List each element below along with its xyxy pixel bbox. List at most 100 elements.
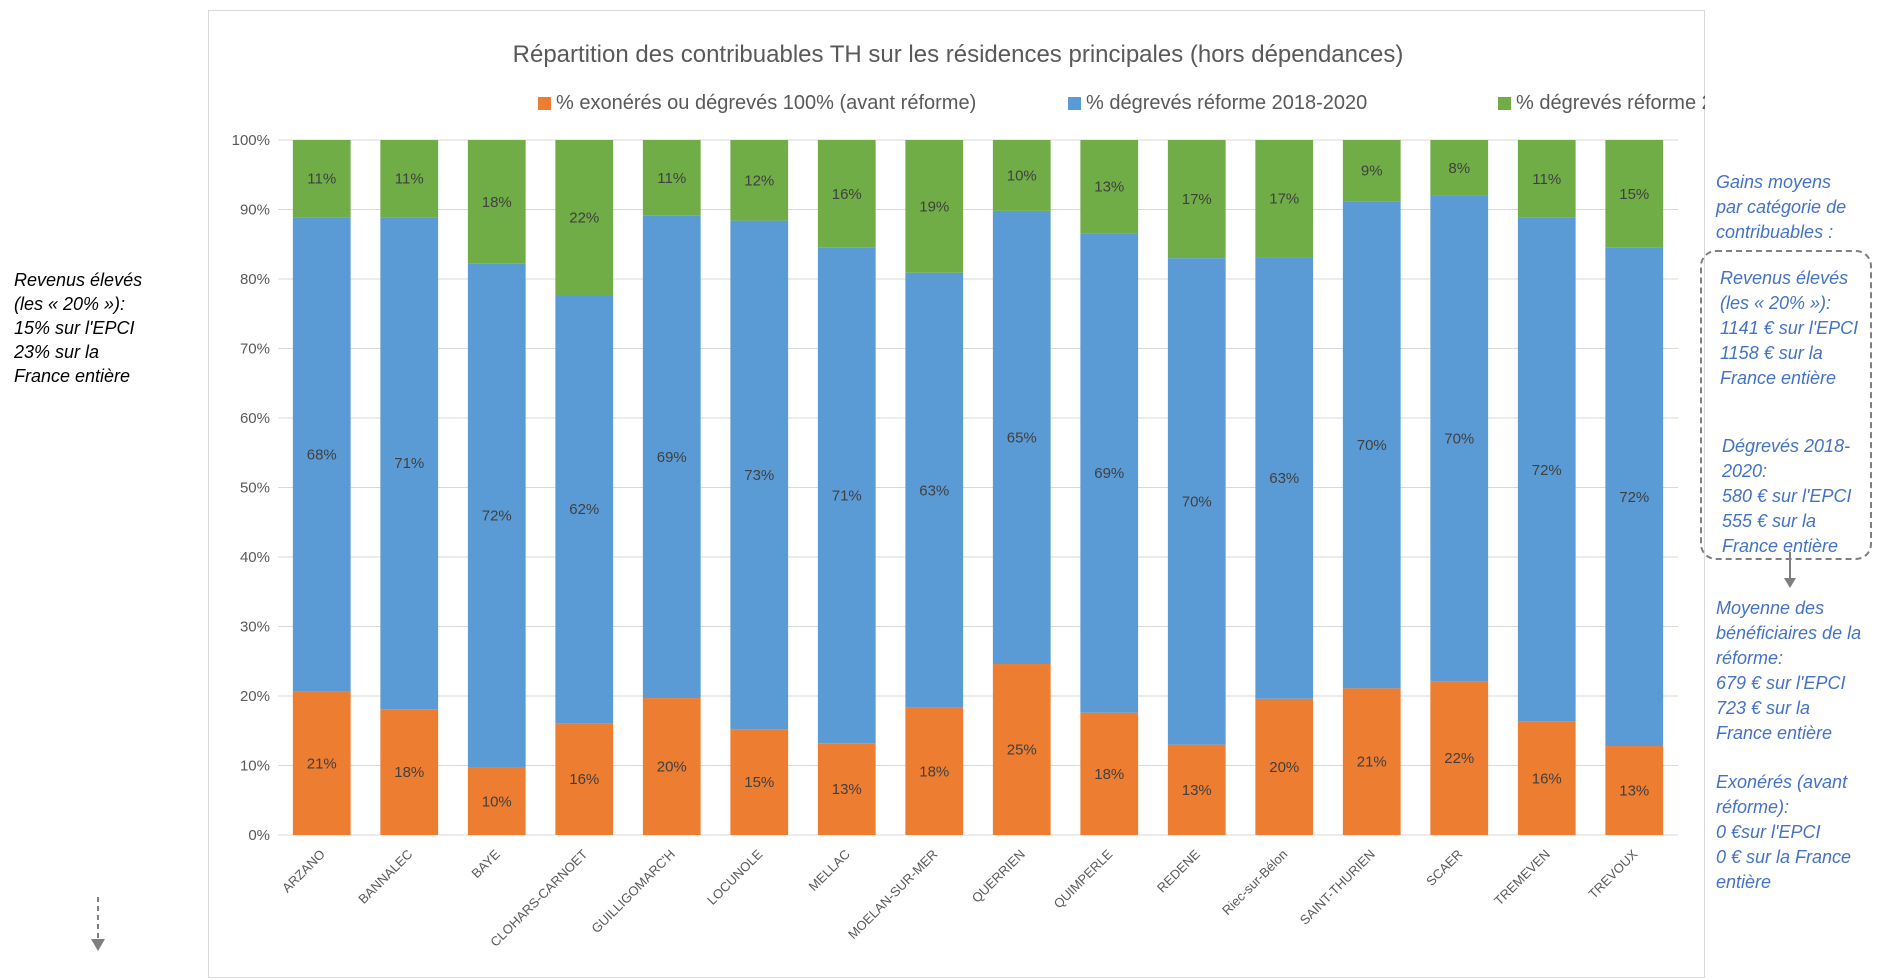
data-label: 13% — [832, 781, 862, 798]
x-tick-label: SCAER — [1423, 847, 1465, 889]
data-label: 18% — [394, 764, 424, 781]
bar-segment — [905, 707, 964, 835]
data-label: 12% — [744, 172, 774, 189]
bar-segment — [1430, 195, 1489, 682]
legend-label: % dégrevés réforme 2021-2023 — [1516, 92, 1705, 114]
y-tick-label: 20% — [240, 688, 270, 705]
data-label: 11% — [307, 171, 336, 188]
y-axis: 0% 10% 20% 30% 40% 50% 60% 70% 80% 90% 100% — [232, 132, 270, 844]
data-label: 68% — [307, 446, 337, 463]
data-label: 72% — [482, 508, 512, 525]
bar-segment — [730, 140, 789, 221]
chart-legend: % exonérés ou dégrevés 100% (avant réfor… — [538, 92, 1705, 114]
bar-segment — [730, 729, 789, 835]
data-label: 13% — [1619, 783, 1649, 800]
bar-segment — [1605, 247, 1664, 747]
x-tick-label: TREMEVEN — [1491, 847, 1553, 909]
data-label: 71% — [832, 487, 862, 504]
bar-segment — [1430, 681, 1489, 835]
bar-segment — [380, 217, 439, 710]
legend-label: % exonérés ou dégrevés 100% (avant réfor… — [556, 92, 976, 114]
x-axis: ARZANO BANNALEC BAYECLOHARS-CARNOETGUILLIG… — [279, 846, 1641, 949]
x-tick-label: CLOHARS-CARNOET — [487, 846, 590, 949]
data-label: 70% — [1444, 431, 1474, 448]
data-label: 18% — [919, 763, 949, 780]
bar-segment — [1430, 140, 1489, 196]
bar-segment — [1080, 140, 1139, 234]
bar-segment — [642, 698, 701, 835]
bar-segment — [1605, 746, 1664, 835]
bar-segment — [992, 140, 1051, 211]
bar-segment — [555, 140, 614, 295]
bar-segment — [992, 664, 1051, 835]
data-label: 16% — [832, 186, 862, 203]
data-label: 65% — [1007, 429, 1037, 446]
bar-segment — [1255, 257, 1314, 699]
x-tick-label: GUILLIGOMARC'H — [588, 847, 677, 936]
x-tick-label: ARZANO — [279, 847, 328, 896]
data-label: 72% — [1532, 462, 1562, 479]
data-label: 18% — [1094, 766, 1124, 783]
x-tick-label: BAYE — [468, 846, 503, 881]
bar-segment — [467, 140, 526, 264]
note-exoneres: Exonérés (avant réforme): 0 €sur l'EPCI … — [1716, 772, 1852, 892]
y-tick-label: 0% — [248, 827, 270, 844]
y-tick-label: 40% — [240, 549, 270, 566]
data-label: 10% — [482, 793, 512, 810]
data-label: 11% — [395, 171, 424, 188]
bar-segment — [905, 272, 964, 708]
bar-segment — [292, 217, 351, 692]
bar-segment — [1167, 140, 1226, 259]
x-tick-label: TREVOUX — [1585, 846, 1640, 901]
y-tick-label: 100% — [232, 132, 270, 149]
y-tick-label: 30% — [240, 619, 270, 636]
bar-segment — [1167, 744, 1226, 835]
y-tick-label: 10% — [240, 758, 270, 775]
bar-segment — [817, 247, 876, 744]
bar-segment — [1342, 688, 1401, 835]
bar-segment — [992, 210, 1051, 665]
data-label: 17% — [1182, 191, 1212, 208]
data-label: 63% — [919, 482, 949, 499]
data-label: 19% — [919, 198, 949, 215]
x-tick-label: Riec-sur-Bélon — [1219, 847, 1290, 918]
data-label: 13% — [1182, 782, 1212, 799]
data-label: 9% — [1361, 163, 1383, 180]
x-tick-label: REDENE — [1154, 846, 1203, 895]
dashed-callout-box — [1700, 250, 1872, 560]
data-label: 25% — [1007, 742, 1037, 759]
data-label: 70% — [1182, 493, 1212, 510]
data-label: 16% — [569, 771, 599, 788]
bar-segment — [1080, 712, 1139, 835]
note-moyenne-beneficiaires: Moyenne des bénéficiaires de la réforme:… — [1716, 598, 1862, 743]
bar-segment — [642, 140, 701, 216]
note-gains-heading: Gains moyens par catégorie de contribuab… — [1716, 172, 1847, 242]
data-label: 20% — [657, 759, 687, 776]
bar-segment — [292, 691, 351, 835]
bar-segment — [730, 220, 789, 730]
data-label: 13% — [1094, 179, 1124, 196]
chart-bars: 21% 68% 11% 18% 71% 11% 10% 72% 18% 16% 62% 22% 20% 6… — [292, 140, 1664, 835]
bar-segment — [1167, 258, 1226, 745]
bar-segment — [1255, 698, 1314, 835]
bar-segment — [1342, 201, 1401, 689]
data-label: 15% — [744, 774, 774, 791]
data-label: 15% — [1619, 186, 1649, 203]
note-degreves-2018-2020: Dégrevés 2018- 2020: 580 € sur l'EPCI 55… — [1722, 436, 1852, 556]
y-tick-label: 80% — [240, 271, 270, 288]
legend-swatch — [1498, 97, 1511, 110]
data-label: 62% — [569, 501, 599, 518]
x-tick-label: MOELAN-SUR-MER — [845, 847, 940, 942]
y-tick-label: 50% — [240, 480, 270, 497]
bar-segment — [1605, 140, 1664, 248]
bar-segment — [642, 215, 701, 699]
data-label: 69% — [1094, 465, 1124, 482]
bar-segment — [380, 140, 439, 218]
note-revenus-eleves-right: Revenus élevés (les « 20% »): 1141 € sur… — [1720, 268, 1859, 388]
bar-segment — [1255, 140, 1314, 258]
y-tick-label: 60% — [240, 410, 270, 427]
data-label: 72% — [1619, 489, 1649, 506]
legend-swatch — [1068, 97, 1081, 110]
bar-segment — [905, 140, 964, 273]
data-label: 73% — [744, 467, 774, 484]
